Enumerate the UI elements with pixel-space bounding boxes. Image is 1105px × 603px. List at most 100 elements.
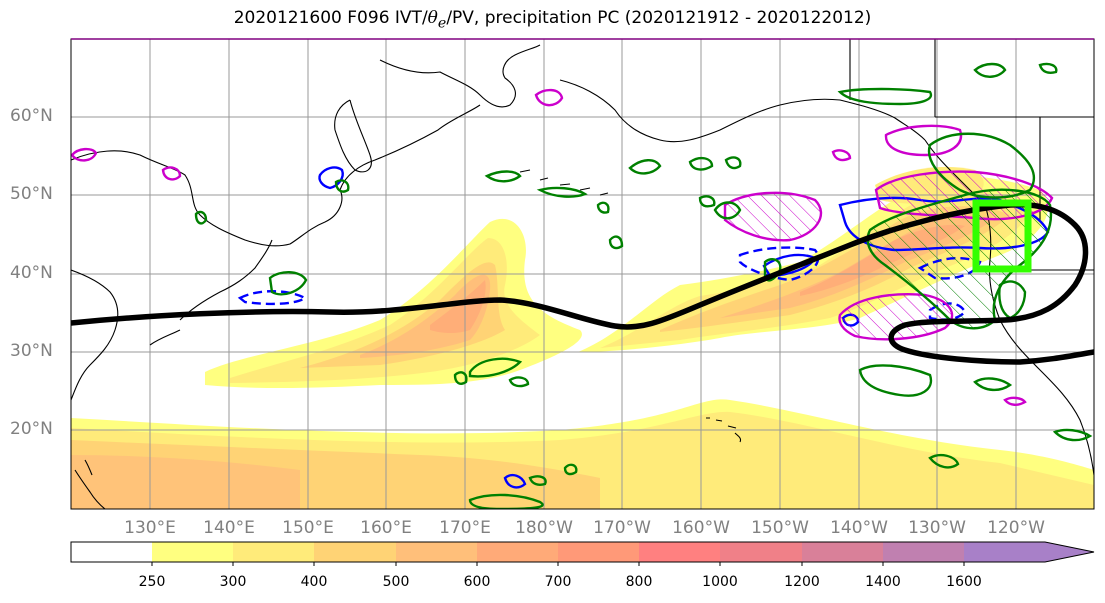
colorbar-bin [883,542,964,562]
borders [849,39,1094,271]
coast-kamchatka [334,99,372,173]
colorbar-tick-label: 700 [544,574,572,590]
ivt-axis-line [71,201,1094,365]
precip-contour [608,235,624,250]
title-theta-subscript: e [437,15,447,32]
colorbar-extend-arrow [964,542,1094,562]
pv-contour-dashed [738,246,820,282]
precip-contour [724,156,742,170]
lon-label: 140°E [203,518,255,538]
pv-contour-dashed [237,290,308,306]
colorbar-bin [314,542,396,562]
precip-contour [453,371,468,385]
coast-chukotka [379,44,541,108]
lat-label: 50°N [10,184,53,204]
theta-e-hatched-contour [723,191,822,242]
theta-e-contour [534,88,564,107]
precip-contour [928,453,960,469]
colorbar-tick-label: 800 [625,574,653,590]
ivt-axis [71,201,1094,365]
theta-e-contour [161,166,182,181]
precip-contour [468,357,523,378]
precip-contour [1038,62,1058,74]
colorbar-bin [639,542,720,562]
lon-label: 180°W [515,518,573,538]
lon-label: 120°W [987,518,1045,538]
precip-contour [536,186,588,198]
colorbar-tick-label: 1000 [702,574,738,590]
colorbar-bin [802,542,883,562]
colorbar-tick-label: 1200 [784,574,820,590]
theta-e-hatched-contour [838,293,954,341]
colorbar-bin [477,542,558,562]
ivt-plume-west-600 [430,280,486,334]
lon-label: 140°W [830,518,888,538]
lon-label: 130°W [908,518,966,538]
precip-contour [713,201,742,220]
colorbar-bin [396,542,477,562]
precip-contour [484,170,522,183]
lat-label: 60°N [10,106,53,126]
precip-contour [698,195,716,208]
lon-label: 160°W [672,518,730,538]
colorbar-tick-label: 300 [219,574,247,590]
precip-contour [973,377,1013,392]
title-prefix: 2020121600 F096 IVT/ [233,8,428,28]
lon-label: 150°W [751,518,809,538]
precip-contour [528,475,547,486]
colorbar [70,541,1095,566]
title-suffix: /PV, precipitation PC (2020121912 - 2020… [446,8,872,28]
colorbar-tick-marks [151,562,965,566]
coast-aleutians [519,169,609,196]
target-region-box [972,199,1032,273]
precip-contour [858,364,933,397]
colorbar-tick-label: 1600 [946,574,982,590]
precip-contour [334,179,350,193]
theta-e-contour [71,147,98,162]
lon-label: 170°E [439,518,491,538]
lat-label: 30°N [10,341,53,361]
ivt-band-south-500 [71,455,300,509]
ivt-plume-west-500 [360,274,491,358]
precip-contour [1052,428,1093,442]
precip-contour [563,463,578,476]
colorbar-tick-label: 400 [300,574,328,590]
colorbar-bin [720,542,802,562]
lon-label: 130°E [124,518,176,538]
lat-label: 20°N [10,419,53,439]
colorbar-bin [558,542,639,562]
map-title: 2020121600 F096 IVT/θe/PV, precipitation… [0,8,1105,31]
coast-east-asia [71,269,119,401]
precip-contour [927,132,1036,199]
lat-label: 40°N [10,263,53,283]
coast-alaska [559,79,926,143]
precip-contour [596,201,610,214]
theta-e-contour [884,124,963,157]
colorbar-bin [71,542,152,562]
coast-philippines [74,459,106,509]
precip-contour [688,156,714,171]
colorbar-tick-label: 500 [382,574,410,590]
title-theta: θ [427,8,438,28]
lon-label: 150°E [282,518,334,538]
precip-contour [628,159,662,175]
theta-e-contour [831,149,852,162]
colorbar-tick-label: 250 [138,574,166,590]
lon-label: 170°W [593,518,651,538]
colorbar-bin [233,542,314,562]
lon-label: 160°E [360,518,412,538]
colorbar-frame [70,541,1095,563]
theta-e-contour [1003,396,1027,406]
precip-contour [268,271,308,296]
precip-contour [973,62,1007,78]
coast-japan [149,239,273,346]
colorbar-tick-label: 600 [463,574,491,590]
precip-contour [508,376,530,388]
pv-contour [503,473,527,489]
precip-contour [837,87,933,106]
precip-contour [468,493,544,509]
colorbar-tick-label: 1400 [865,574,901,590]
precip-contour [998,280,1027,320]
precip-contour [194,210,208,225]
